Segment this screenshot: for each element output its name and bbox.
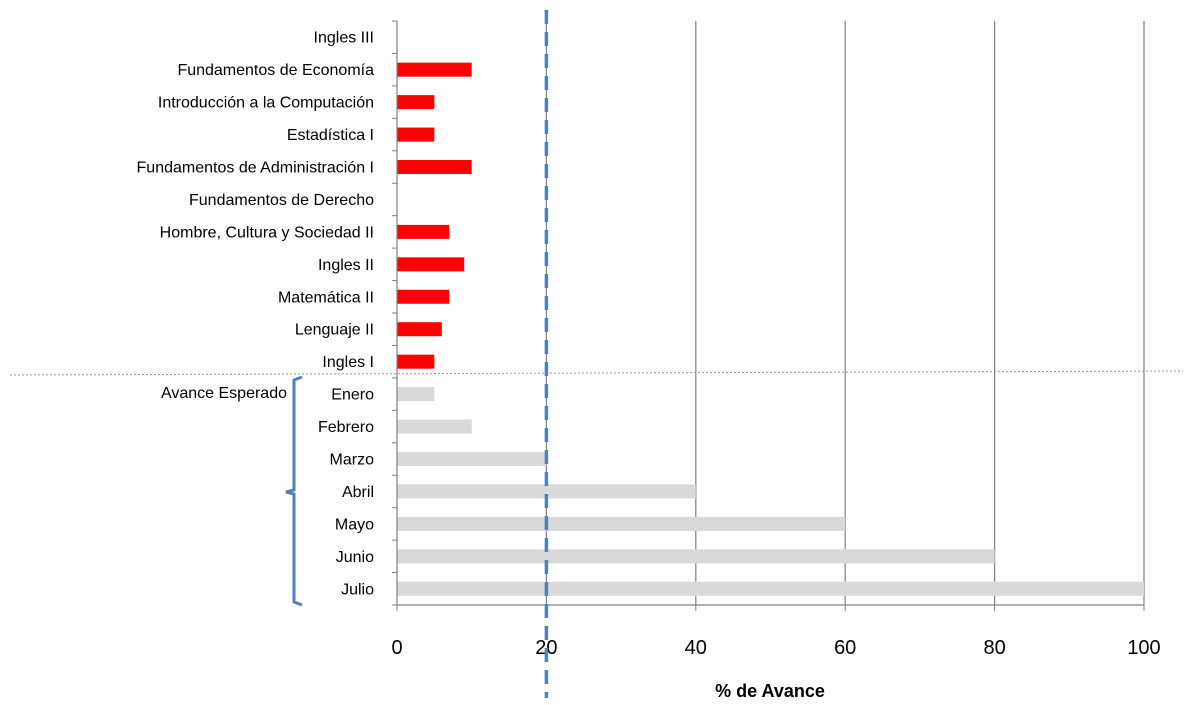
category-label: Fundamentos de Derecho: [189, 192, 374, 209]
category-label: Fundamentos de Administración I: [137, 160, 374, 177]
category-label: Introducción a la Computación: [158, 95, 374, 112]
bar-actual: [397, 62, 472, 77]
bar-actual: [397, 160, 472, 174]
bar-actual: [397, 127, 435, 142]
bar-actual: [397, 322, 442, 337]
category-label: Mayo: [335, 516, 374, 533]
x-tick-label: 100: [1127, 637, 1160, 659]
group-bracket: [285, 375, 303, 607]
bar-expected: [397, 549, 995, 564]
bar-expected: [397, 387, 435, 402]
bar-expected: [397, 484, 696, 499]
bar-actual: [397, 289, 450, 304]
category-label: Julio: [341, 581, 374, 598]
tick-labels: 020406080100: [391, 637, 1160, 659]
category-label: Lenguaje II: [295, 322, 374, 339]
category-label: Marzo: [330, 452, 375, 469]
x-tick-label: 0: [391, 637, 402, 659]
bar-expected: [397, 581, 1144, 596]
bar-actual: [397, 224, 450, 239]
category-label: Ingles I: [322, 354, 374, 371]
category-label: Abril: [342, 484, 374, 501]
group-separator: [9, 370, 1184, 376]
bar-actual: [397, 257, 465, 272]
bars: [397, 62, 1144, 596]
category-labels: Ingles III Fundamentos de Economía Introdu…: [137, 30, 375, 599]
category-label: Estadística I: [287, 127, 374, 144]
bar-expected: [397, 516, 846, 531]
category-label: Matemática II: [278, 289, 374, 306]
axes: [392, 20, 1145, 611]
x-tick-label: 40: [685, 637, 707, 659]
x-tick-label: 60: [834, 637, 856, 659]
category-label: Ingles III: [314, 30, 374, 47]
bar-actual: [397, 95, 435, 110]
x-axis-title: % de Avance: [715, 681, 825, 701]
bar-expected: [397, 452, 547, 466]
category-label: Ingles II: [318, 257, 374, 274]
category-label: Junio: [336, 549, 374, 566]
group-label: Avance Esperado: [161, 385, 287, 402]
category-label: Enero: [331, 387, 374, 404]
category-label: Febrero: [318, 419, 374, 436]
category-label: Hombre, Cultura y Sociedad II: [160, 224, 374, 241]
bar-expected: [397, 419, 472, 434]
category-label: Fundamentos de Economía: [177, 62, 374, 79]
x-tick-label: 80: [983, 637, 1005, 659]
bar-actual: [397, 354, 435, 369]
